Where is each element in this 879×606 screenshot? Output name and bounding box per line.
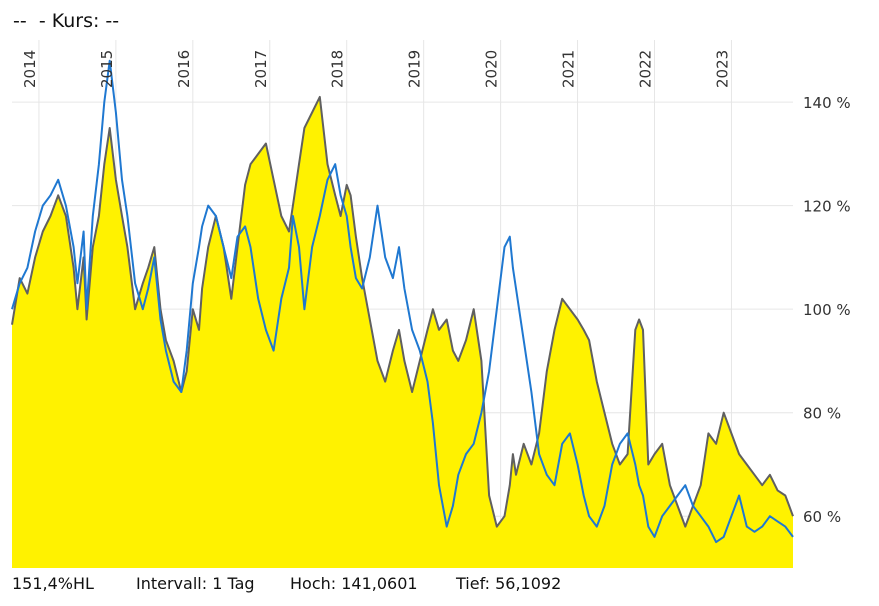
x-tick-label: 2020 xyxy=(483,50,501,88)
y-tick-label: 100 % xyxy=(803,301,851,319)
low-label: Tief: 56,1092 xyxy=(456,574,562,593)
range-label: 151,4%HL xyxy=(12,574,94,593)
instrument-name: -- xyxy=(13,10,27,32)
x-tick-label: 2016 xyxy=(175,50,193,88)
compare-series xyxy=(11,59,794,544)
x-tick-label: 2023 xyxy=(713,50,731,88)
y-tick-label: 140 % xyxy=(803,94,851,112)
x-tick-label: 2015 xyxy=(98,50,116,88)
x-tick-label: 2019 xyxy=(406,50,424,88)
x-tick-label: 2022 xyxy=(636,50,654,88)
high-label: Hoch: 141,0601 xyxy=(290,574,418,593)
x-tick-label: 2021 xyxy=(560,50,578,88)
area-fill xyxy=(12,96,793,569)
compare-line xyxy=(11,59,794,544)
y-axis-ticks: 140 % 120 % 100 % 80 % 60 % xyxy=(803,94,851,526)
area-series xyxy=(11,95,794,569)
x-tick-label: 2014 xyxy=(21,50,39,88)
y-tick-label: 80 % xyxy=(803,405,841,423)
y-tick-label: 120 % xyxy=(803,198,851,216)
interval-label: Intervall: 1 Tag xyxy=(136,574,255,593)
y-tick-label: 60 % xyxy=(803,508,841,526)
price-label: - Kurs: -- xyxy=(38,10,120,32)
x-axis-ticks: 2014 2015 2016 2017 2018 2019 2020 2021 2022 2023 xyxy=(21,50,732,88)
x-tick-label: 2018 xyxy=(329,50,347,88)
area-line xyxy=(11,95,794,528)
x-tick-label: 2017 xyxy=(252,50,270,88)
chart-header: -- - Kurs: -- xyxy=(13,10,119,32)
